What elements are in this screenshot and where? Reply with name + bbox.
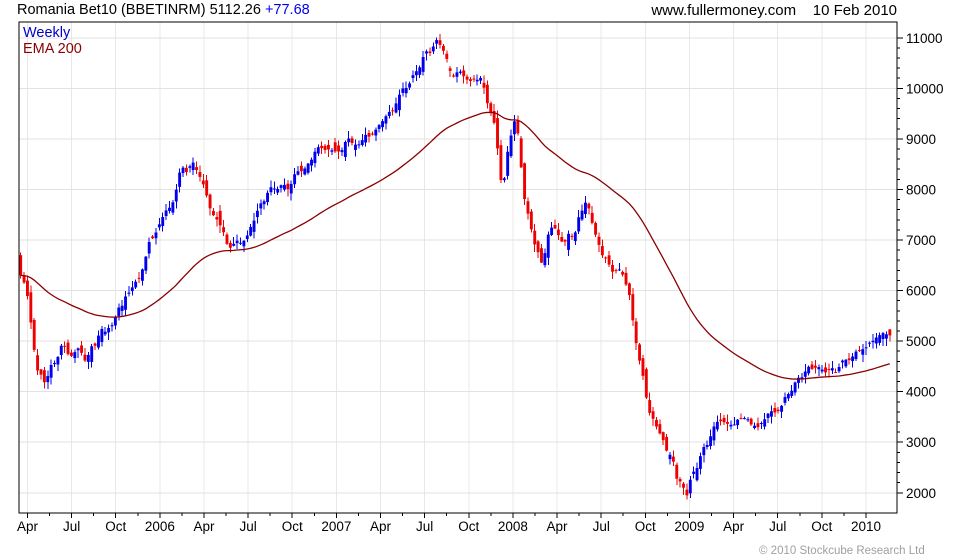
svg-text:Jul: Jul xyxy=(63,519,80,534)
svg-text:11000: 11000 xyxy=(906,31,943,46)
svg-text:Oct: Oct xyxy=(811,519,832,534)
svg-text:Jul: Jul xyxy=(769,519,786,534)
svg-text:Jul: Jul xyxy=(416,519,433,534)
svg-text:Apr: Apr xyxy=(370,519,392,534)
svg-text:7000: 7000 xyxy=(906,233,936,248)
svg-text:Oct: Oct xyxy=(635,519,656,534)
svg-text:2009: 2009 xyxy=(674,519,704,534)
svg-text:2007: 2007 xyxy=(321,519,351,534)
svg-text:Oct: Oct xyxy=(458,519,479,534)
svg-text:2006: 2006 xyxy=(145,519,175,534)
svg-text:2008: 2008 xyxy=(498,519,528,534)
svg-text:4000: 4000 xyxy=(906,385,936,400)
svg-text:9000: 9000 xyxy=(906,132,936,147)
svg-text:8000: 8000 xyxy=(906,182,936,197)
svg-text:2010: 2010 xyxy=(851,519,881,534)
svg-text:Apr: Apr xyxy=(723,519,745,534)
svg-text:3000: 3000 xyxy=(906,435,936,450)
svg-text:Apr: Apr xyxy=(17,519,39,534)
svg-text:Oct: Oct xyxy=(282,519,303,534)
svg-text:2000: 2000 xyxy=(906,486,936,501)
svg-text:6000: 6000 xyxy=(906,284,936,299)
svg-text:Jul: Jul xyxy=(239,519,256,534)
svg-text:10000: 10000 xyxy=(906,81,944,96)
svg-text:5000: 5000 xyxy=(906,334,936,349)
svg-text:Jul: Jul xyxy=(593,519,610,534)
svg-text:Apr: Apr xyxy=(193,519,215,534)
svg-text:Oct: Oct xyxy=(105,519,126,534)
svg-text:Apr: Apr xyxy=(546,519,568,534)
